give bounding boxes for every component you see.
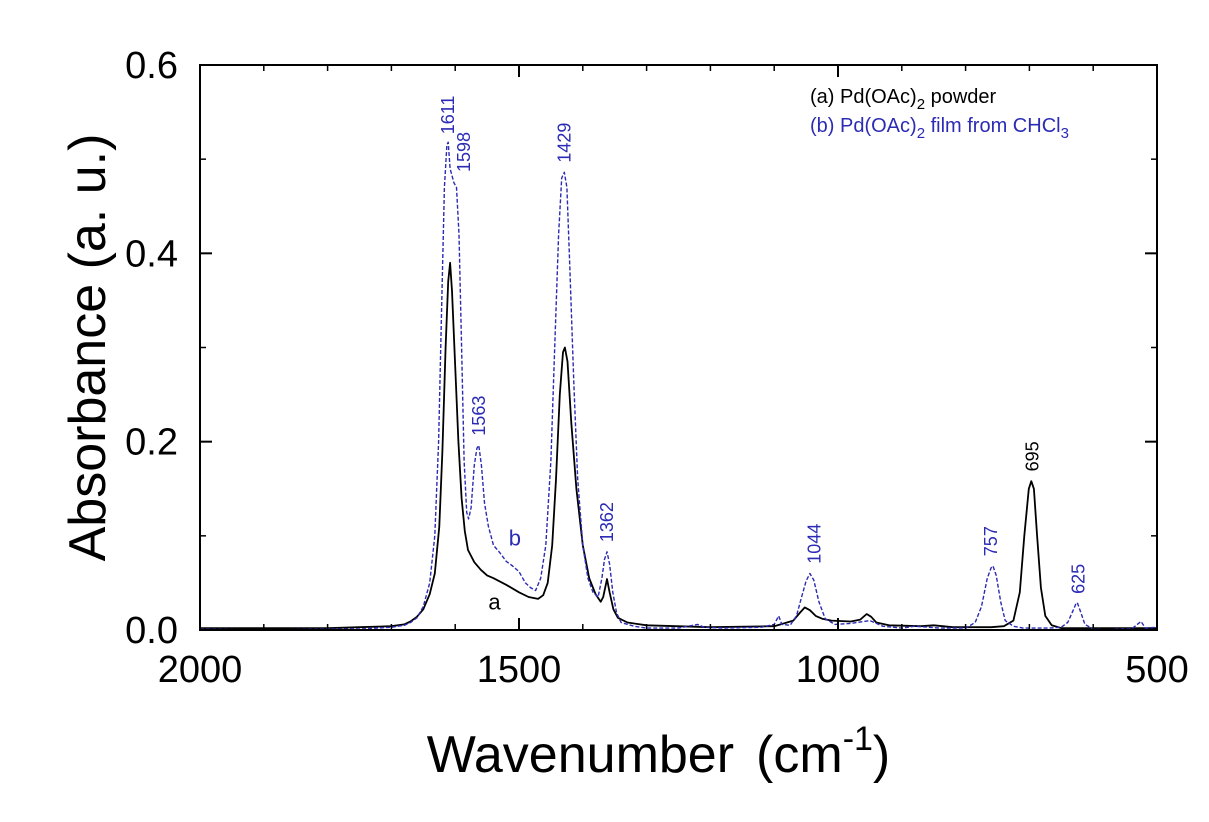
y-tick-label: 0.2 <box>125 422 178 464</box>
peak-label: 757 <box>981 526 1001 556</box>
legend-entry-a: (a) Pd(OAc)2 powder <box>810 86 997 113</box>
series-b-line <box>199 141 1158 631</box>
x-axis-title-unit-close: ) <box>873 726 890 784</box>
y-tick-label: 0.6 <box>125 45 178 87</box>
plot-frame <box>199 64 1158 631</box>
x-tick-label: 500 <box>1125 649 1188 691</box>
axis-tick-labels: 2000 1500 1000 500 0.0 0.2 0.4 0.6 <box>125 45 1189 691</box>
x-axis-title-unit: (cm <box>756 726 843 784</box>
peak-label: 1362 <box>597 502 617 542</box>
peak-label: 625 <box>1069 564 1089 594</box>
x-tick-label: 1500 <box>477 649 562 691</box>
y-tick-label: 0.4 <box>125 233 178 275</box>
series-a-line <box>200 261 1157 629</box>
x-tick-label: 1000 <box>796 649 881 691</box>
y-axis-title: Absorbance (a. u.) <box>59 134 117 562</box>
axis-ticks <box>199 64 1158 631</box>
curve-label-a: a <box>488 589 501 614</box>
legend-entry-b: (b) Pd(OAc)2 film from CHCl3 <box>810 115 1069 142</box>
peak-label: 1044 <box>804 524 824 564</box>
x-tick-label: 2000 <box>158 649 243 691</box>
x-axis-title-unit-sup: -1 <box>843 720 873 758</box>
peak-label: 1563 <box>469 396 489 436</box>
peak-label: 1429 <box>554 123 574 163</box>
x-axis-title-main: Wavenumber <box>427 726 734 784</box>
legend: (a) Pd(OAc)2 powder (b) Pd(OAc)2 film fr… <box>810 86 1069 142</box>
plot-area <box>199 141 1158 631</box>
y-tick-label: 0.0 <box>125 610 178 652</box>
peak-label: 1598 <box>454 132 474 172</box>
peak-label: 695 <box>1023 441 1043 471</box>
peak-label: 1611 <box>438 96 458 135</box>
x-axis-title: Wavenumber (cm-1) <box>427 720 891 784</box>
curve-label-b: b <box>509 525 521 550</box>
